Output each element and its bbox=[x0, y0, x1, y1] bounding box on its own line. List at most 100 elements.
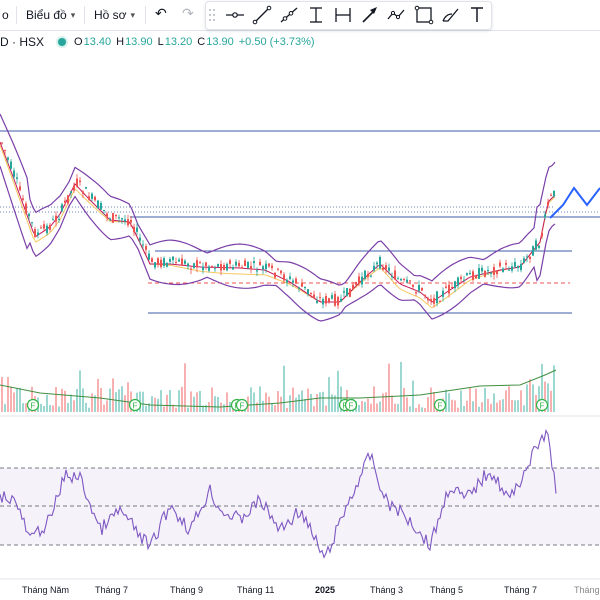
price-candle bbox=[379, 256, 381, 269]
volume-bar bbox=[202, 405, 204, 412]
price-candle bbox=[394, 270, 396, 280]
price-candle bbox=[34, 229, 36, 237]
undo-icon[interactable]: ↶ bbox=[155, 5, 167, 21]
price-candle bbox=[175, 262, 177, 264]
price-candle bbox=[79, 180, 81, 183]
price-candle bbox=[514, 262, 516, 267]
volume-bar bbox=[10, 386, 12, 412]
volume-bar bbox=[97, 378, 99, 412]
volume-bar bbox=[469, 387, 471, 412]
volume-bar bbox=[367, 398, 369, 412]
price-candle bbox=[343, 291, 345, 293]
price-candle bbox=[16, 177, 18, 179]
volume-bar bbox=[514, 400, 516, 412]
chart-type-button[interactable]: Biểu đồ ▾ bbox=[26, 5, 75, 25]
trend-line-icon[interactable] bbox=[251, 5, 273, 25]
volume-bar bbox=[82, 388, 84, 412]
ray-icon[interactable] bbox=[278, 5, 300, 25]
volume-bar bbox=[421, 407, 423, 412]
price-candle bbox=[382, 267, 384, 270]
volume-bar bbox=[196, 392, 198, 412]
redo-icon[interactable]: ↷ bbox=[182, 5, 194, 21]
price-candle bbox=[223, 265, 225, 270]
volume-bar bbox=[115, 392, 117, 412]
high-key: H bbox=[116, 36, 125, 48]
price-candle bbox=[346, 288, 348, 296]
volume-bar bbox=[253, 392, 255, 412]
volume-bar bbox=[388, 363, 390, 412]
horizontal-range-icon[interactable] bbox=[332, 5, 354, 25]
toolbar-partial-button[interactable]: o bbox=[2, 5, 9, 25]
volume-bar bbox=[88, 407, 90, 412]
horizontal-line-icon[interactable] bbox=[224, 5, 246, 25]
volume-bar bbox=[430, 387, 432, 412]
price-candle bbox=[166, 262, 168, 267]
volume-bar bbox=[160, 390, 162, 412]
x-tick-label: Tháng 9 bbox=[170, 585, 204, 595]
price-candle bbox=[313, 294, 315, 298]
price-candle bbox=[358, 276, 360, 283]
volume-bar bbox=[166, 394, 168, 412]
bollinger-upper-line bbox=[0, 113, 556, 286]
price-candle bbox=[229, 260, 231, 264]
x-tick-label: Tháng 7 bbox=[504, 585, 538, 595]
price-candle bbox=[508, 269, 510, 271]
price-candle bbox=[265, 263, 267, 270]
price-candle bbox=[442, 290, 444, 297]
volume-bar bbox=[40, 403, 42, 412]
price-candle bbox=[91, 193, 93, 199]
financial-report-marker-label: F bbox=[349, 402, 354, 411]
price-candle bbox=[427, 298, 429, 301]
price-candle bbox=[364, 270, 366, 279]
price-candle bbox=[526, 256, 528, 258]
price-chart[interactable]: FFFFFFFF bbox=[0, 0, 600, 580]
symbol-label[interactable]: D · HSX bbox=[0, 35, 45, 49]
volume-bar bbox=[415, 408, 417, 412]
drag-handle-icon[interactable] bbox=[209, 9, 215, 23]
price-candle bbox=[553, 190, 555, 197]
price-candle bbox=[517, 265, 519, 268]
volume-bar bbox=[199, 391, 201, 412]
toolbar-divider bbox=[16, 6, 17, 24]
price-candle bbox=[328, 298, 330, 302]
price-candle bbox=[109, 218, 111, 220]
volume-bar bbox=[43, 406, 45, 412]
volume-bar bbox=[25, 403, 27, 412]
price-candle bbox=[151, 258, 153, 263]
volume-bar bbox=[424, 408, 426, 412]
price-candle bbox=[253, 261, 255, 264]
arrow-icon[interactable] bbox=[359, 5, 381, 25]
financial-report-marker-label: F bbox=[438, 402, 443, 411]
price-candle bbox=[181, 258, 183, 266]
price-candle bbox=[40, 227, 42, 229]
moving-average-line bbox=[0, 144, 556, 309]
price-candle bbox=[37, 232, 39, 235]
price-candle bbox=[304, 286, 306, 289]
volume-bar bbox=[274, 405, 276, 412]
volume-bar bbox=[370, 403, 372, 412]
price-candle bbox=[373, 265, 375, 271]
price-candle bbox=[301, 282, 303, 287]
price-candle bbox=[247, 261, 249, 268]
price-candle bbox=[532, 246, 534, 256]
rectangle-icon[interactable] bbox=[413, 5, 435, 25]
price-candle bbox=[256, 270, 258, 272]
price-candle bbox=[457, 277, 459, 286]
volume-bar bbox=[286, 407, 288, 412]
brush-icon[interactable] bbox=[440, 5, 462, 25]
price-candle bbox=[10, 161, 12, 169]
volume-bar bbox=[310, 393, 312, 412]
price-candle bbox=[250, 266, 252, 269]
price-candle bbox=[241, 267, 243, 269]
price-candle bbox=[424, 295, 426, 296]
vertical-range-icon[interactable] bbox=[305, 5, 327, 25]
volume-bar bbox=[229, 402, 231, 412]
toolbar-divider bbox=[145, 6, 146, 24]
volume-bar bbox=[433, 392, 435, 412]
profile-button[interactable]: Hồ sơ ▾ bbox=[94, 5, 135, 25]
volume-bar bbox=[376, 403, 378, 412]
text-icon[interactable] bbox=[466, 5, 488, 25]
volume-bar bbox=[142, 391, 144, 412]
path-icon[interactable] bbox=[386, 5, 408, 25]
price-candle bbox=[19, 186, 21, 191]
